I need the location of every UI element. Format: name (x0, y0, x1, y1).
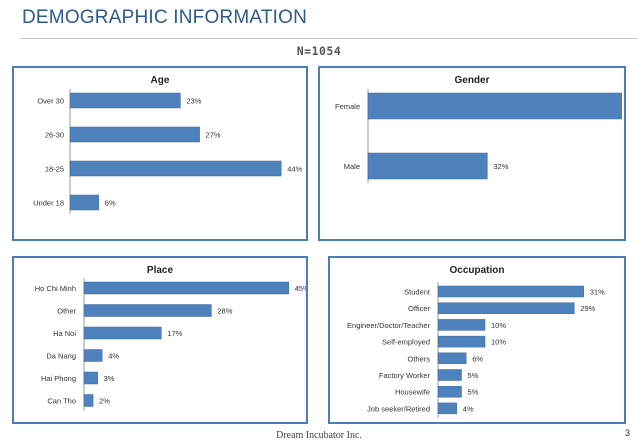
occupation-data-label: 6% (472, 354, 483, 363)
place-bar (83, 304, 212, 317)
occupation-data-label: 4% (463, 404, 474, 413)
place-category-label: Hai Phong (41, 374, 76, 383)
title-divider (20, 38, 638, 39)
place-category-label: Ha Noi (53, 329, 76, 338)
age-category-label: Under 18 (33, 199, 64, 208)
place-data-label: 3% (104, 374, 115, 383)
occupation-bar (437, 385, 462, 398)
place-data-label: 2% (99, 397, 110, 406)
age-bar (69, 194, 100, 211)
place-data-label: 28% (217, 307, 232, 316)
age-category-label: 26-30 (45, 131, 64, 140)
place-chart-title: Place (147, 265, 174, 276)
place-bar (83, 394, 94, 407)
place-bar (83, 371, 98, 385)
gender-bar (367, 152, 488, 180)
occupation-category-label: Others (407, 354, 430, 363)
occupation-chart-title: Occupation (449, 265, 504, 276)
place-category-label: Ho Chi Minh (35, 284, 76, 293)
occupation-category-label: Officer (408, 304, 430, 313)
age-category-label: Over 30 (37, 97, 64, 106)
chart-svg: Age Over 30 23% 26-30 27% 18-25 44% Under 18 6% (33, 75, 303, 214)
occupation-data-label: 10% (491, 321, 506, 330)
age-data-label: 6% (105, 199, 116, 208)
gender-data-label: 32% (493, 162, 508, 171)
footer-company: Dream Incubator Inc. (276, 430, 362, 441)
occupation-data-label: 10% (491, 338, 506, 347)
occupation-category-label: Student (404, 288, 431, 297)
sample-size-label: N=1054 (296, 44, 342, 58)
gender-category-label: Male (344, 162, 360, 171)
place-data-label: 45% (295, 284, 306, 293)
occupation-category-label: Engineer/Doctor/Teacher (347, 321, 430, 330)
place-chart-panel: Place Ho Chi Minh 45% Other 28% Ha Noi 17% Da N… (12, 256, 308, 424)
page-title: DEMOGRAPHIC INFORMATION (22, 7, 308, 28)
gender-chart-title: Gender (454, 75, 489, 86)
age-chart-panel: Age Over 30 23% 26-30 27% 18-25 44% Under 18 6% (12, 66, 308, 241)
place-data-label: 17% (167, 329, 182, 338)
occupation-data-label: 5% (468, 388, 479, 397)
chart-svg: Place Ho Chi Minh 45% Other 28% Ha Noi 17% Da N… (35, 265, 306, 411)
gender-category-label: Female (335, 102, 360, 111)
place-bar (83, 281, 289, 295)
occupation-bar (437, 285, 584, 298)
place-bar (83, 326, 162, 340)
age-data-label: 23% (186, 97, 201, 106)
occupation-bar (437, 369, 462, 381)
page-number: 3 (624, 428, 630, 438)
occupation-data-label: 5% (468, 371, 479, 380)
age-chart-title: Age (151, 75, 170, 86)
occupation-category-label: Factory Worker (379, 371, 431, 380)
age-bar (69, 160, 282, 177)
place-category-label: Da Nang (46, 352, 76, 361)
occupation-category-label: Housewife (395, 388, 430, 397)
occupation-bar (437, 302, 575, 314)
occupation-bar (437, 352, 467, 365)
occupation-bar (437, 319, 486, 331)
place-category-label: Other (57, 307, 76, 316)
occupation-category-label: Job seeker/Retired (367, 404, 430, 413)
occupation-bar (437, 335, 486, 348)
age-data-label: 44% (287, 165, 302, 174)
chart-svg: Occupation Student 31% Officer 29% Engineer/D… (347, 265, 605, 418)
occupation-category-label: Self-employed (382, 338, 430, 347)
occupation-data-label: 29% (580, 304, 595, 313)
occupation-chart-panel: Occupation Student 31% Officer 29% Engineer/D… (328, 256, 626, 424)
age-bar (69, 126, 200, 143)
occupation-data-label: 31% (590, 288, 605, 297)
age-category-label: 18-25 (45, 165, 64, 174)
place-data-label: 4% (108, 352, 119, 361)
age-data-label: 27% (206, 131, 221, 140)
occupation-bar (437, 402, 458, 415)
gender-bar (367, 92, 622, 120)
place-category-label: Can Tho (47, 397, 76, 406)
place-bar (83, 349, 103, 362)
age-bar (69, 92, 181, 109)
